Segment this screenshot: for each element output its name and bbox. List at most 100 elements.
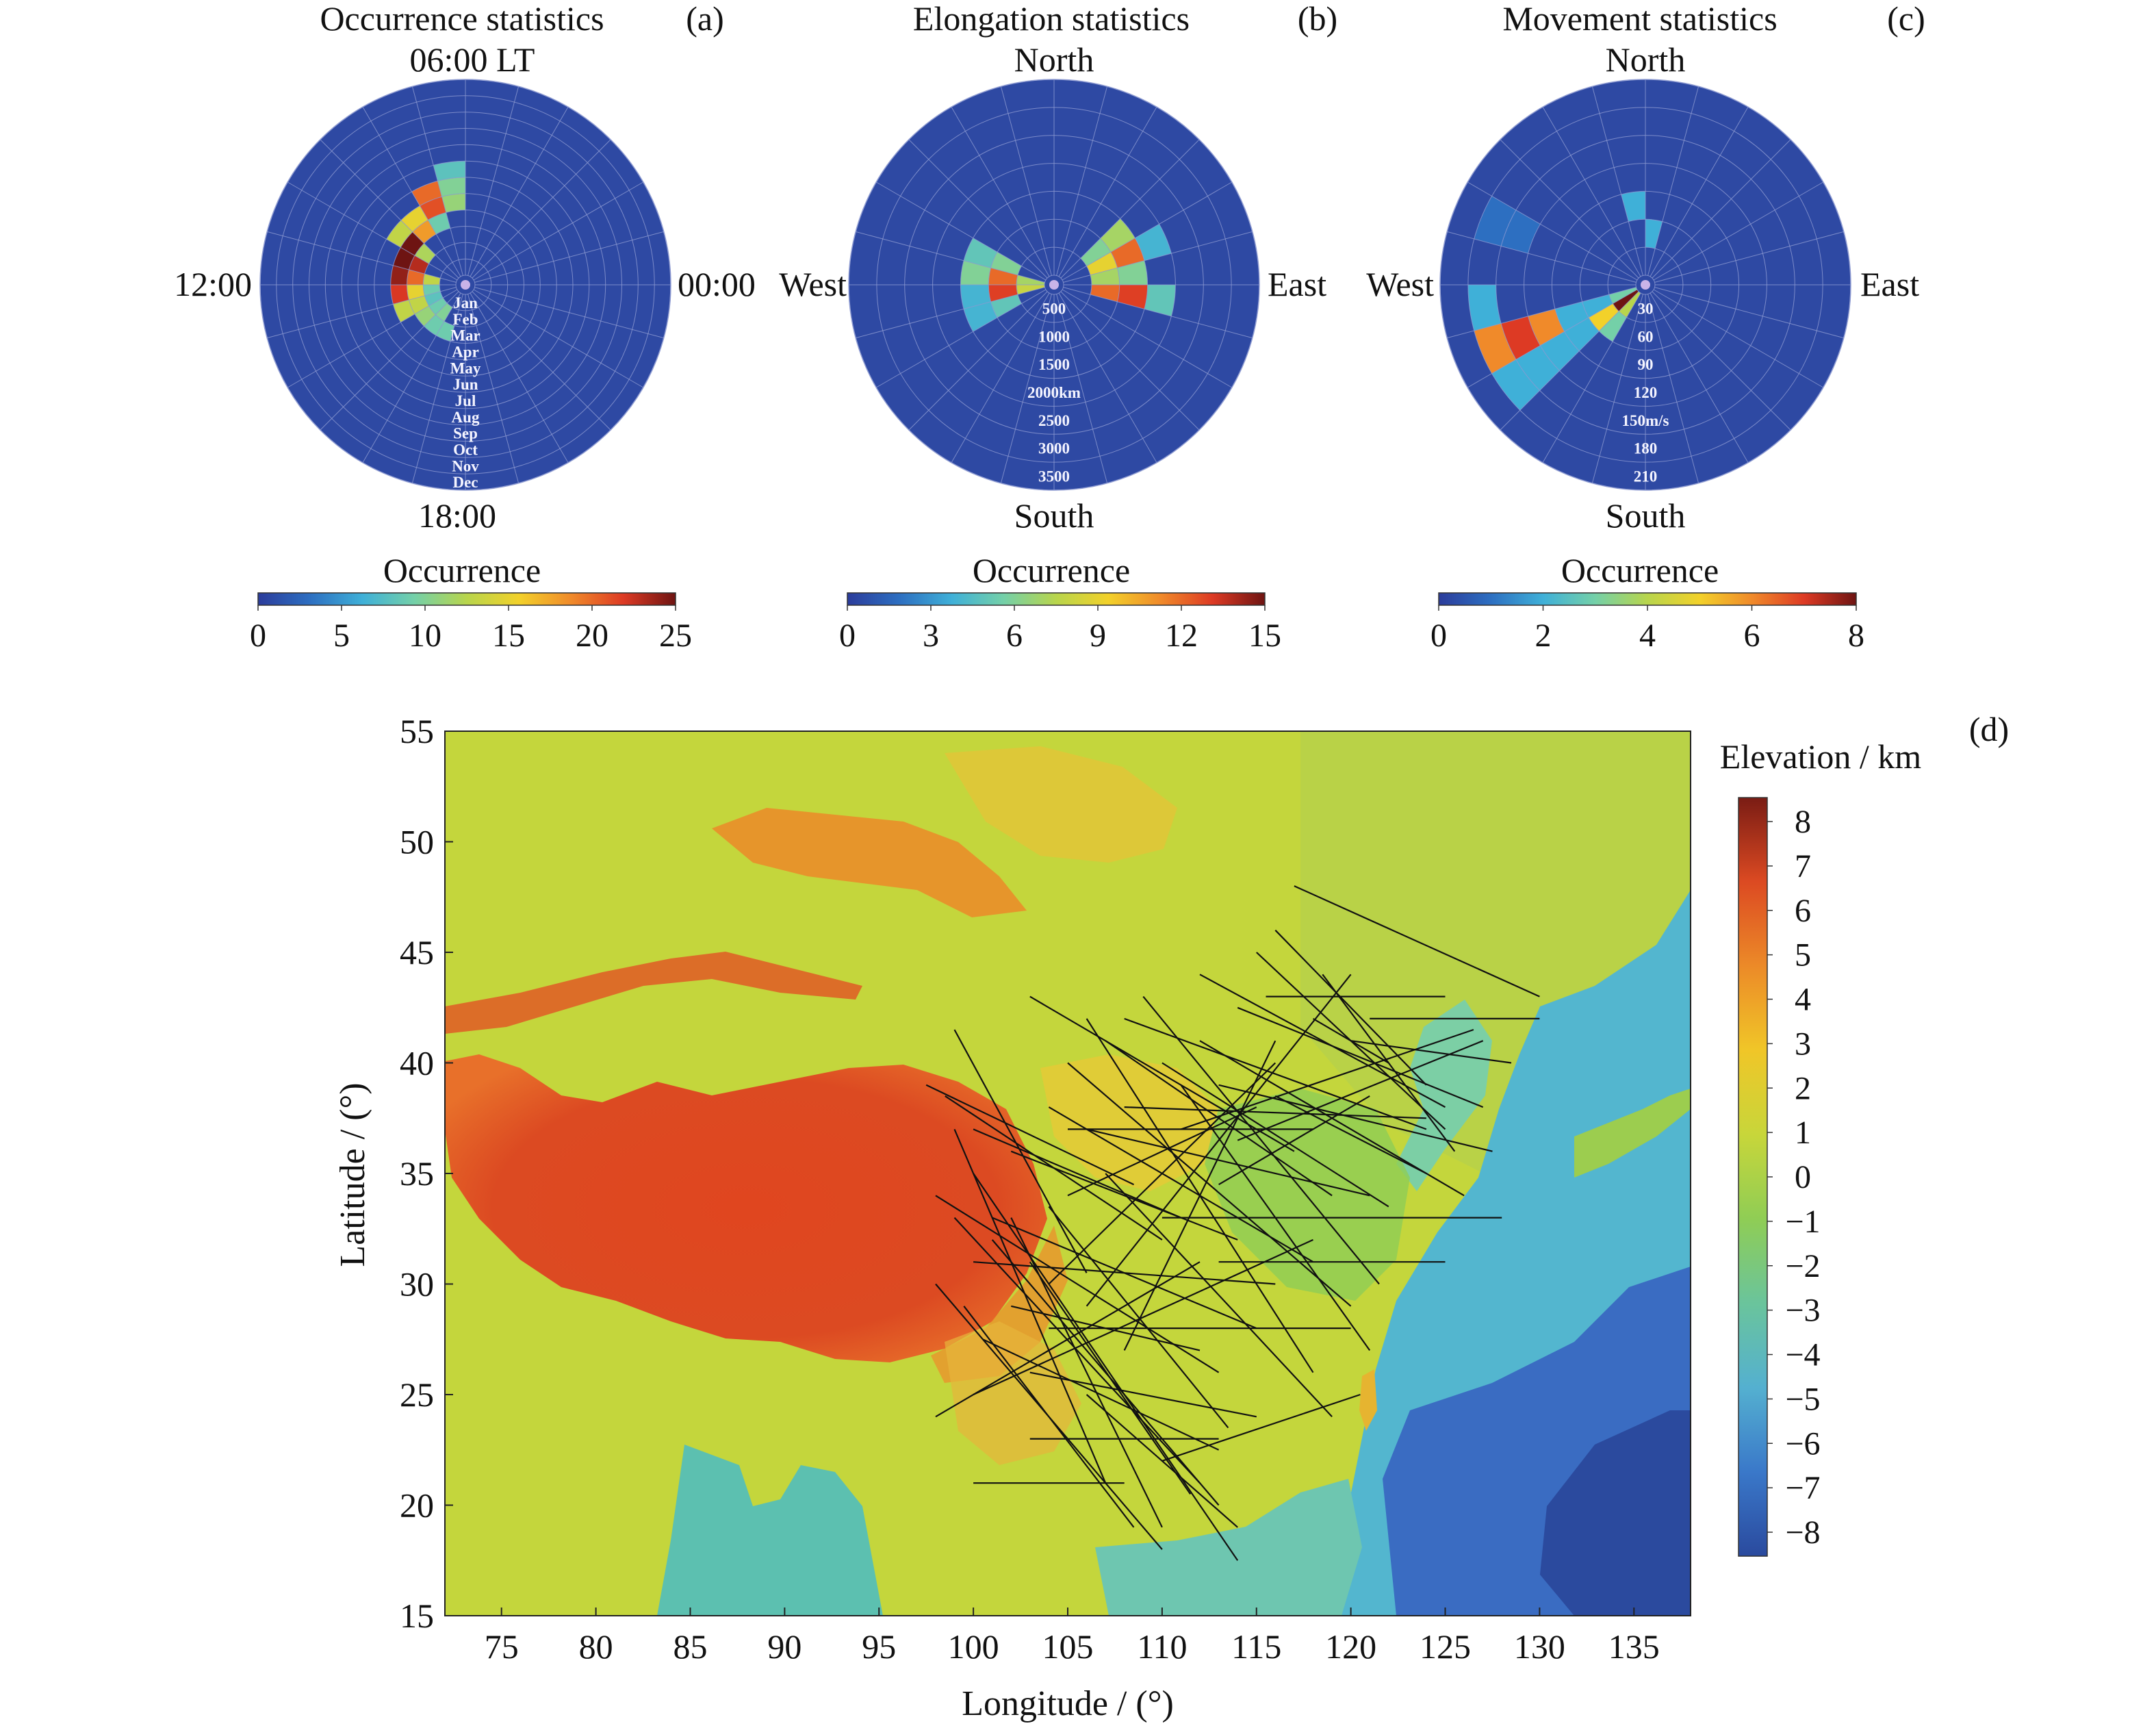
polar-cell [964, 238, 998, 268]
mstid-track [1218, 1095, 1370, 1186]
polar-cell [1599, 311, 1627, 342]
colorbar-tick-label: 2 [1535, 618, 1552, 654]
x-axis-label: Longitude / (°) [962, 1684, 1174, 1723]
polar-cell [1117, 260, 1148, 285]
colorbar-c: 0 2 4 6 8 [1430, 592, 1864, 654]
polar-cell [1540, 331, 1580, 371]
polar-spoke-line [473, 289, 644, 388]
colorbar-tick-label: 20 [576, 618, 608, 654]
colorbar-tick-label: 3 [923, 618, 939, 654]
polar-spoke-line [287, 289, 458, 388]
polar-cell [424, 314, 445, 335]
polar-spoke-line [1591, 294, 1643, 483]
mstid-track [1067, 1106, 1257, 1197]
mstid-track [1029, 995, 1295, 1152]
ring-label: 500 [1042, 300, 1066, 317]
polar-spoke-line [1062, 289, 1233, 388]
polar-spoke-line [467, 86, 519, 276]
mstid-track [1124, 1017, 1427, 1130]
panel-b-right-label: East [1268, 265, 1326, 303]
panel-c-bottom-label: South [1606, 496, 1686, 535]
ring-label: 60 [1638, 328, 1654, 345]
mstid-track [973, 1128, 1181, 1219]
terrain-tibetan-plateau [445, 1054, 1047, 1362]
panel-c-colorbar-title: Occurrence [1561, 551, 1719, 589]
elevation-tick-label: 4 [1795, 982, 1811, 1018]
panel-a-letter: (a) [686, 0, 724, 38]
x-tick-label: 125 [1420, 1627, 1471, 1666]
panel-b-left-label: West [779, 265, 847, 303]
terrain-yunnan [945, 1321, 1081, 1465]
y-tick-label: 30 [400, 1265, 434, 1304]
elevation-colorbar: 8 7 6 5 4 3 2 1 0 −1 −2 −3 −4 −5 −6 −7 −8 [1738, 797, 1821, 1557]
polar-spoke-line [1650, 106, 1749, 277]
polar-cell [423, 285, 441, 296]
mstid-track [925, 1084, 1134, 1186]
polar-cell [1589, 303, 1619, 331]
x-tick-label: 75 [485, 1627, 519, 1666]
y-axis-label: Latitude / (°) [333, 1082, 372, 1267]
polar-cell [386, 220, 413, 248]
ring-label: 150m/s [1622, 412, 1669, 429]
polar-spoke-line [1447, 231, 1637, 283]
panel-b-bottom-label: South [1014, 496, 1094, 535]
panel-c: Movement statistics (c) North West East … [1366, 0, 1925, 654]
polar-spoke-line [470, 106, 569, 277]
polar-cell [1467, 285, 1502, 331]
polar-cell [1501, 316, 1541, 360]
colorbar-tick-label: 6 [1006, 618, 1023, 654]
polar-spoke-line [1542, 292, 1641, 463]
polar-spoke-line [1063, 287, 1253, 339]
panel-a-bottom-label: 18:00 [418, 496, 496, 535]
panel-b-letter: (b) [1298, 0, 1337, 38]
panel-c-right-label: East [1860, 265, 1919, 303]
polar-cell [409, 255, 429, 274]
y-tick-label: 35 [400, 1154, 434, 1193]
mstid-track [1010, 1217, 1163, 1528]
polar-spoke-line [856, 287, 1045, 339]
polar-cell [424, 291, 444, 306]
polar-cell [1582, 294, 1613, 318]
ring-label: 2000km [1027, 384, 1081, 401]
polar-spoke-line [1447, 287, 1637, 339]
polar-cell [435, 303, 453, 322]
polar-cell [1528, 309, 1565, 346]
mstid-track [973, 1173, 1239, 1561]
polar-cell [1090, 268, 1120, 285]
colorbar-b: 0 3 6 9 12 15 [839, 592, 1281, 654]
panel-b-colorbar-title: Occurrence [973, 551, 1130, 589]
y-axis-ticks: 15 20 25 30 35 40 45 50 55 [400, 712, 453, 1635]
elevation-tick-label: −3 [1785, 1293, 1820, 1329]
colorbar-gradient [257, 592, 676, 606]
panel-c-title: Movement statistics [1502, 0, 1777, 38]
polar-spoke-line [1000, 86, 1052, 276]
x-tick-label: 80 [579, 1627, 613, 1666]
polar-spoke-line [474, 287, 664, 339]
ring-label: 120 [1634, 384, 1658, 401]
polar-spoke-line [875, 181, 1047, 281]
mstid-track [1322, 974, 1456, 1152]
terrain-loess-plateau [1040, 1054, 1218, 1191]
polar-spoke-line [473, 181, 644, 281]
elevation-tick-label: −1 [1785, 1204, 1820, 1240]
colorbar-tick-label: 8 [1848, 618, 1864, 654]
polar-spoke-line [1653, 181, 1824, 281]
polar-cell [1619, 291, 1641, 318]
elevation-tick-label: 7 [1795, 848, 1811, 885]
x-tick-label: 95 [862, 1627, 896, 1666]
y-tick-label: 55 [400, 712, 434, 750]
mstid-track [1237, 1006, 1484, 1108]
polar-spoke-line [951, 106, 1050, 277]
polar-spoke-line [411, 294, 463, 483]
terrain-japan [1574, 1089, 1691, 1178]
panel-a-right-label: 00:00 [678, 265, 756, 303]
x-axis-ticks: 75 80 85 90 95 100 105 110 115 120 125 130 135 [485, 1608, 1660, 1666]
polar-cell [988, 268, 1018, 285]
mstid-track [973, 1238, 1313, 1396]
polar-cell [393, 300, 415, 322]
polar-cell [428, 212, 450, 234]
ring-label: Mar [450, 327, 480, 344]
mstid-track [1237, 1040, 1484, 1141]
polar-spoke-line [287, 181, 458, 281]
y-tick-label: 45 [400, 933, 434, 971]
